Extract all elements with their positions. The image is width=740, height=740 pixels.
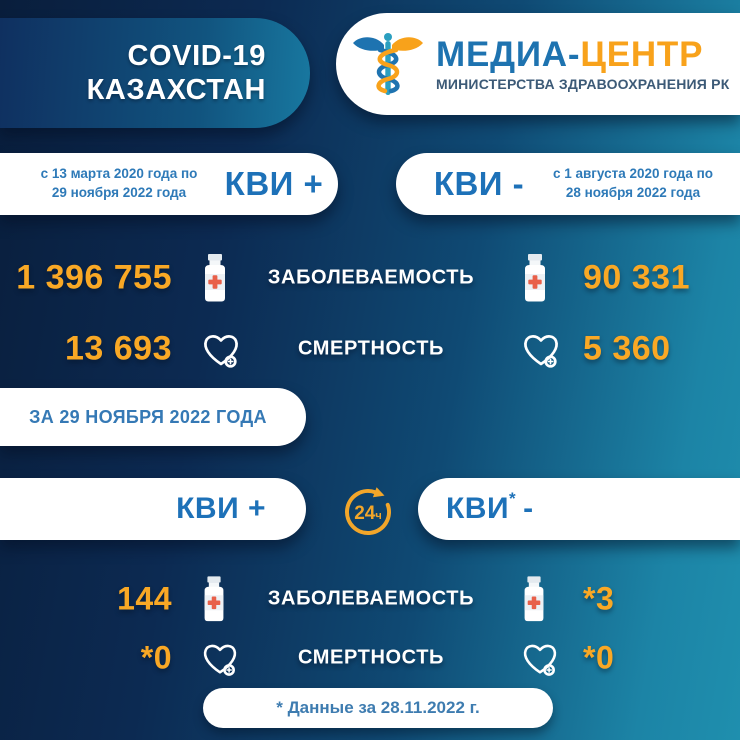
negative-period-line2: 28 ноября 2022 года (565, 185, 701, 200)
metric-label: ЗАБОЛЕВАЕМОСТЬ (267, 266, 475, 289)
daily-date-label: ЗА 29 НОЯБРЯ 2022 ГОДА (29, 406, 267, 427)
brand-text: МЕДИА-ЦЕНТР МИНИСТЕРСТВА ЗДРАВООХРАНЕНИЯ… (436, 37, 729, 92)
heart-stethoscope-icon (198, 636, 242, 680)
daily-date-pill: ЗА 29 НОЯБРЯ 2022 ГОДА (0, 388, 306, 446)
positive-value: 144 (117, 580, 172, 617)
brand-subtitle: МИНИСТЕРСТВА ЗДРАВООХРАНЕНИЯ РК (436, 75, 730, 92)
negative-value: 5 360 (583, 329, 671, 368)
metric-label: ЗАБОЛЕВАЕМОСТЬ (267, 587, 475, 610)
daily-positive-pill: КВИ + (0, 478, 306, 540)
stat-row-daily-mortality: *0 СМЕРТНОСТЬ *0 (0, 631, 740, 685)
title-banner: COVID-19 КАЗАХСТАН (0, 18, 310, 128)
asterisk: * (509, 489, 517, 508)
brand-name-orange: ЦЕНТР (580, 34, 704, 74)
heart-stethoscope-icon (518, 636, 562, 680)
kvi-base: КВИ (446, 492, 510, 525)
daily-negative-pill: КВИ* - (418, 478, 740, 540)
24h-clock-icon: 24ч (340, 482, 396, 538)
heart-stethoscope-icon (518, 326, 564, 372)
metric-label: СМЕРТНОСТЬ (297, 646, 444, 669)
medicine-bottle-icon (518, 576, 550, 622)
kvi-plus-label: КВИ + (224, 165, 324, 202)
stat-row-cumulative-incidence: 1 396 755 ЗАБОЛЕВАЕМОСТЬ 90 331 (0, 251, 740, 305)
positive-period: с 13 марта 2020 года по 29 ноября 2022 г… (0, 165, 224, 203)
brand-name-blue: МЕДИА- (436, 34, 581, 74)
kvi-minus-label: КВИ - (433, 165, 525, 202)
minus-sign: - (523, 492, 534, 525)
negative-period: с 1 августа 2020 года по 28 ноября 2022 … (548, 165, 740, 203)
footnote-text: * Данные за 28.11.2022 г. (276, 698, 480, 717)
positive-period-line1: с 13 марта 2020 года по (40, 166, 198, 182)
medicine-bottle-icon (198, 576, 230, 622)
brand-name: МЕДИА-ЦЕНТР (436, 37, 729, 72)
stat-row-daily-incidence: 144 ЗАБОЛЕВАЕМОСТЬ *3 (0, 572, 740, 626)
negative-value: *0 (583, 639, 615, 676)
kvi-minus-label: КВИ* - (446, 489, 534, 526)
footnote-pill: * Данные за 28.11.2022 г. (203, 688, 553, 728)
kvi-plus-label: КВИ + (176, 492, 266, 525)
positive-period-line2: 29 ноября 2022 года (51, 185, 187, 200)
negative-value: 90 331 (583, 258, 690, 297)
positive-value: *0 (140, 639, 172, 676)
medicine-bottle-icon (198, 254, 232, 302)
brand-card: МЕДИА-ЦЕНТР МИНИСТЕРСТВА ЗДРАВООХРАНЕНИЯ… (336, 13, 740, 115)
medicine-bottle-icon (518, 254, 552, 302)
positive-value: 1 396 755 (16, 258, 172, 297)
cumulative-negative-pill: КВИ - с 1 августа 2020 года по 28 ноября… (396, 153, 740, 215)
heart-stethoscope-icon (198, 326, 244, 372)
caduceus-icon (348, 24, 428, 104)
stat-row-cumulative-mortality: 13 693 СМЕРТНОСТЬ 5 360 (0, 322, 740, 376)
negative-value: *3 (583, 580, 615, 617)
negative-period-line1: с 1 августа 2020 года по (552, 166, 714, 182)
svg-text:24ч: 24ч (354, 503, 382, 524)
title-line2: КАЗАХСТАН (86, 74, 266, 106)
positive-value: 13 693 (65, 329, 172, 368)
title-line1: COVID-19 (127, 39, 266, 72)
metric-label: СМЕРТНОСТЬ (297, 337, 444, 360)
cumulative-positive-pill: с 13 марта 2020 года по 29 ноября 2022 г… (0, 153, 338, 215)
